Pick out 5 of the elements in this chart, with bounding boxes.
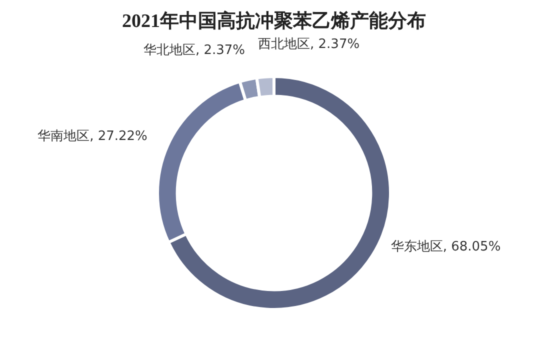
slice-label: 西北地区, 2.37% xyxy=(258,36,360,52)
slice-label: 华北地区, 2.37% xyxy=(143,42,245,58)
chart-title: 2021年中国高抗冲聚苯乙烯产能分布 xyxy=(121,10,427,34)
slice-label: 华东地区, 68.05% xyxy=(390,240,501,255)
slice-label: 华南地区, 27.22% xyxy=(38,129,148,144)
